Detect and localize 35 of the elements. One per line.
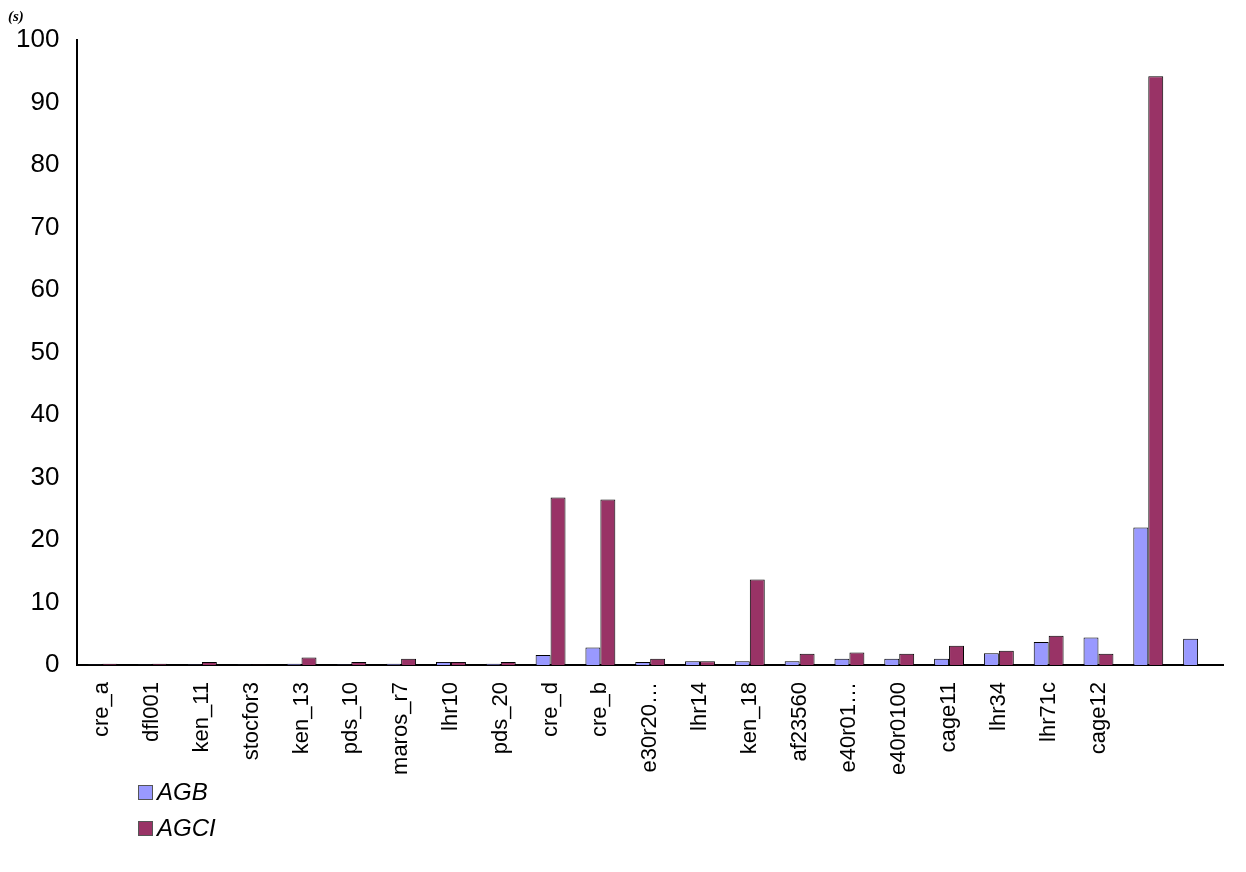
legend-label: AGB xyxy=(157,778,208,806)
x-tick-label: lhr71c xyxy=(1034,682,1060,742)
x-tick-label: pds_10 xyxy=(337,682,363,755)
y-tick-label: 60 xyxy=(30,273,60,304)
x-tick-label: lhr14 xyxy=(686,682,712,731)
x-tick-label: cre_d xyxy=(536,682,562,738)
y-tick-label: 30 xyxy=(30,460,60,491)
y-tick-label: 100 xyxy=(15,23,60,54)
x-tick-label: lhr34 xyxy=(984,682,1010,731)
x-tick-label: e30r20… xyxy=(636,682,662,773)
x-tick-label: stocfor3 xyxy=(237,682,263,761)
y-tick-label: 80 xyxy=(30,148,60,179)
x-tick-label: cage12 xyxy=(1084,682,1110,755)
x-tick-label: maros_r7 xyxy=(387,682,413,775)
y-tick-label: 40 xyxy=(30,398,60,429)
x-tick-label: cage11 xyxy=(935,682,961,753)
x-tick-label: e40r0100 xyxy=(885,682,911,776)
x-tick-label: af23560 xyxy=(785,682,811,762)
y-tick-label: 50 xyxy=(30,335,60,366)
y-tick-label: 0 xyxy=(44,648,60,679)
y-tick-label: 90 xyxy=(30,85,60,116)
y-tick-label: 70 xyxy=(30,210,60,241)
x-tick-label: cre_b xyxy=(586,682,612,738)
x-tick-label: cre_a xyxy=(88,681,114,738)
legend-label: AGCI xyxy=(157,814,216,842)
x-tick-label: ken_13 xyxy=(287,682,313,755)
x-tick-label: ken_11 xyxy=(187,682,213,753)
x-tick-label: pds_20 xyxy=(486,682,512,755)
x-tick-label: lhr10 xyxy=(437,682,463,731)
y-tick-label: 10 xyxy=(30,585,60,616)
x-tick-label: ken_18 xyxy=(735,682,761,755)
x-tick-label: e40r01… xyxy=(835,682,861,773)
y-tick-label: 20 xyxy=(30,523,60,554)
chart-title: (s) xyxy=(8,7,24,25)
x-tick-label: dfl001 xyxy=(138,682,164,742)
